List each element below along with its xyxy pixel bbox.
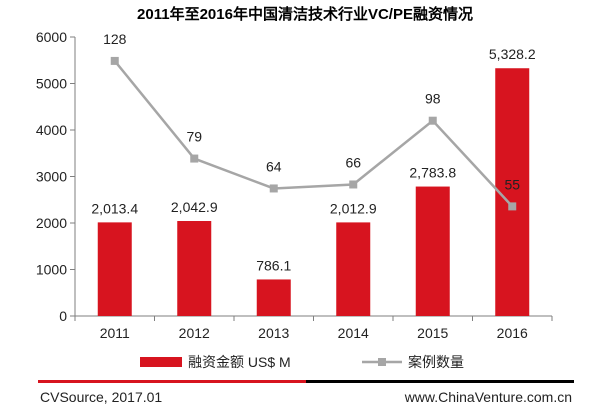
bar-2014 (336, 222, 371, 316)
bar-series (97, 68, 530, 316)
x-tick-label: 2013 (258, 325, 289, 341)
y-tick-label: 0 (59, 308, 67, 324)
x-tick-label: 2011 (100, 325, 130, 341)
y-tick-label: 1000 (36, 262, 67, 278)
y-tick-label: 5000 (36, 76, 67, 92)
legend-label-cases: 案例数量 (408, 354, 464, 370)
bar-value-label: 5,328.2 (489, 46, 536, 62)
cases-point-2012 (190, 154, 199, 163)
footer-black-rule (306, 380, 574, 383)
cases-point-2011 (110, 56, 119, 65)
cases-value-label: 64 (266, 158, 282, 174)
bar-value-label: 786.1 (256, 257, 291, 273)
cases-point-2014 (349, 180, 358, 189)
cases-value-label: 79 (186, 129, 202, 145)
cases-value-label: 128 (103, 31, 127, 47)
footer-website: www.ChinaVenture.com.cn (404, 389, 572, 405)
cases-value-label: 66 (345, 154, 361, 170)
bar-2013 (256, 279, 291, 316)
cases-line-path (113, 60, 514, 208)
chart-title: 2011年至2016年中国清洁技术行业VC/PE融资情况 (137, 5, 473, 23)
bar-2015 (415, 186, 450, 316)
footer-red-rule (38, 380, 306, 383)
cases-point-2013 (269, 184, 278, 193)
data-labels: 2,013.4 2,042.9 786.1 2,012.9 2,783.8 5,328.2… (91, 31, 535, 274)
y-tick-label: 4000 (36, 122, 67, 138)
y-tick-label: 3000 (36, 169, 67, 185)
x-tick-label: 2015 (417, 325, 448, 341)
bar-value-label: 2,013.4 (91, 200, 138, 216)
footer-source: CVSource, 2017.01 (40, 389, 162, 405)
line-series (110, 56, 517, 211)
legend-swatch-cases-marker (378, 358, 386, 366)
bar-value-label: 2,012.9 (330, 200, 377, 216)
cases-value-label: 55 (504, 176, 520, 192)
cases-point-2015 (428, 116, 437, 125)
axes: 0 1000 2000 3000 4000 5000 6000 2011 2012 2013 201… (36, 29, 553, 341)
y-tick-label: 2000 (36, 215, 67, 231)
legend-label-financing: 融资金额 US$ M (188, 354, 291, 370)
bar-2012 (177, 221, 212, 316)
bar-2011 (97, 222, 132, 316)
cases-point-2016 (508, 202, 517, 211)
x-tick-label: 2014 (338, 325, 369, 341)
legend: 融资金额 US$ M 案例数量 (140, 354, 464, 370)
x-tick-label: 2012 (179, 325, 210, 341)
legend-swatch-financing (140, 357, 182, 367)
bar-2016 (495, 68, 530, 316)
x-tick-label: 2016 (497, 325, 528, 341)
y-tick-label: 6000 (36, 29, 67, 45)
cases-value-label: 98 (425, 91, 441, 107)
bar-value-label: 2,783.8 (409, 165, 456, 181)
footer: CVSource, 2017.01 www.ChinaVenture.com.c… (38, 380, 574, 405)
bar-value-label: 2,042.9 (171, 199, 218, 215)
